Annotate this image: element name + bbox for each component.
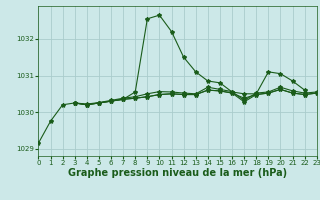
X-axis label: Graphe pression niveau de la mer (hPa): Graphe pression niveau de la mer (hPa) [68, 168, 287, 178]
